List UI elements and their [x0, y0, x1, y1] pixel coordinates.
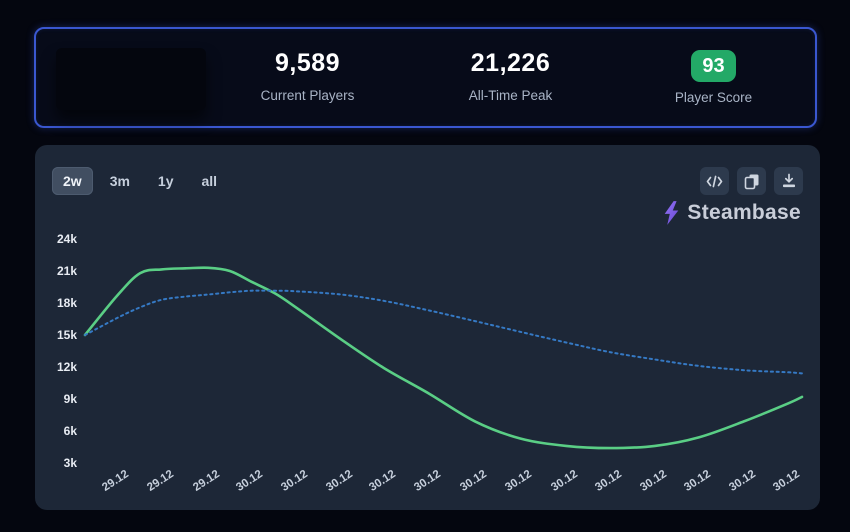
download-icon [782, 173, 795, 188]
all-time-peak-value: 21,226 [470, 49, 551, 77]
chart-tools [700, 167, 803, 195]
plot-area [83, 266, 804, 450]
stats-row: 9,589 Current Players 21,226 All-Time Pe… [206, 49, 815, 105]
current-players-value: 9,589 [274, 49, 341, 77]
all-time-peak-stat: 21,226 All-Time Peak [409, 49, 612, 105]
y-tick-label: 9k [63, 392, 77, 406]
y-tick-label: 21k [56, 264, 77, 278]
game-stats-card: 9,589 Current Players 21,226 All-Time Pe… [34, 27, 817, 128]
all-time-peak-label: All-Time Peak [468, 87, 553, 103]
chart-panel: 2w 3m 1y all [35, 145, 820, 510]
steambase-brand-text: Steambase [687, 201, 801, 224]
embed-code-icon [706, 175, 723, 187]
y-tick-label: 18k [56, 296, 77, 310]
player-count-green-solid-line [83, 266, 804, 450]
player-count-chart[interactable]: 24k 21k 18k 15k 12k 9k 6k 3k 29.12 29.12 29.12 30.… [35, 145, 820, 510]
time-range-group: 2w 3m 1y all [52, 167, 228, 195]
steambase-logo-icon [665, 201, 679, 225]
player-score-badge: 93 [691, 50, 736, 82]
chart-toolbar: 2w 3m 1y all [35, 159, 820, 203]
range-all-button[interactable]: all [191, 167, 229, 195]
steambase-watermark: Steambase [663, 201, 801, 225]
y-tick-label: 3k [63, 456, 77, 470]
current-players-stat: 9,589 Current Players [206, 49, 409, 105]
y-tick-label: 12k [56, 360, 77, 374]
y-tick-label: 24k [56, 232, 77, 246]
y-tick-label: 15k [56, 328, 77, 342]
copy-icon [744, 174, 758, 189]
player-score-stat: 93 Player Score [612, 50, 815, 105]
trend-blue-dotted-line [84, 289, 803, 375]
current-players-label: Current Players [260, 87, 355, 103]
copy-button[interactable] [737, 167, 766, 195]
y-tick-label: 6k [63, 424, 77, 438]
range-2w-button[interactable]: 2w [52, 167, 93, 195]
range-3m-button[interactable]: 3m [99, 167, 141, 195]
embed-code-button[interactable] [700, 167, 729, 195]
range-1y-button[interactable]: 1y [147, 167, 185, 195]
game-banner-image[interactable] [56, 47, 206, 110]
download-button[interactable] [774, 167, 803, 195]
player-score-label: Player Score [674, 90, 753, 105]
